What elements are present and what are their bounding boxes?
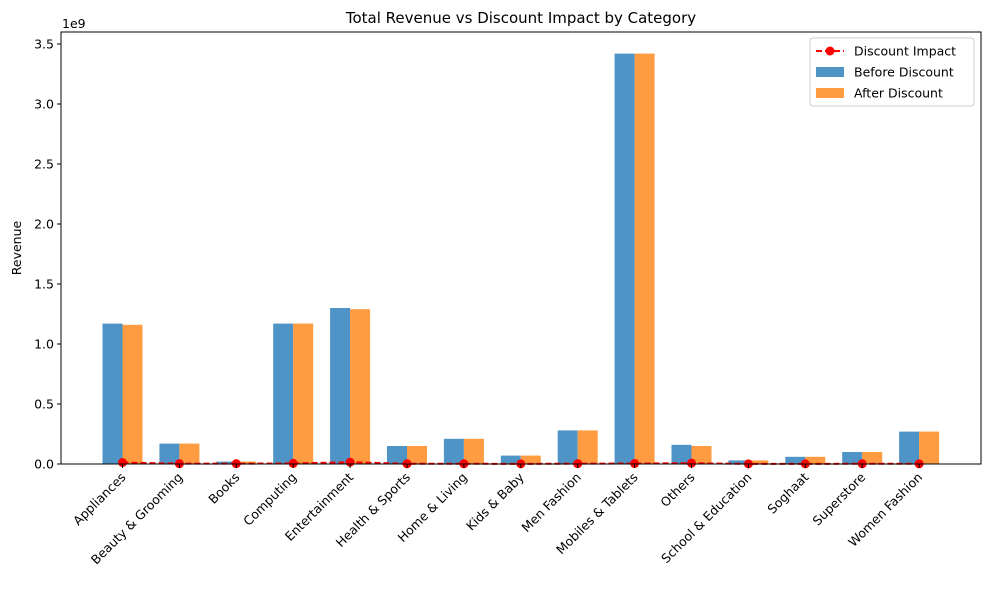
legend-label: Before Discount	[854, 65, 954, 80]
bar-before-discount	[899, 431, 920, 464]
legend-frame	[809, 37, 975, 107]
bar-before-discount	[102, 323, 123, 464]
discount-impact-point	[687, 458, 696, 468]
bar-before-discount	[785, 456, 806, 464]
bars-layer	[102, 53, 940, 464]
legend-swatch-marker	[825, 46, 835, 56]
bar-after-discount	[407, 446, 427, 464]
bar-before-discount	[728, 460, 749, 464]
x-tick-label: Others	[657, 470, 697, 510]
bar-after-discount	[122, 324, 143, 464]
y-axis-ticks: 0.0 0.5 1.0 1.5 2.0 2.5 3.0 3.5	[34, 37, 61, 472]
bar-after-discount	[748, 460, 769, 464]
y-offset-label: 1e9	[62, 16, 86, 31]
x-tick-label: Soghaat	[764, 469, 811, 516]
y-tick-label: 1.0	[34, 337, 54, 352]
x-tick-label: Books	[205, 470, 242, 507]
bar-after-discount	[236, 461, 257, 464]
bar-before-discount	[330, 308, 351, 464]
plot-frame	[60, 31, 982, 465]
bar-before-discount	[273, 323, 294, 464]
legend-label: After Discount	[854, 86, 943, 101]
y-tick-label: 2.5	[34, 157, 54, 172]
bar-before-discount	[671, 444, 692, 464]
discount-impact-point	[288, 458, 298, 468]
bar-before-discount	[443, 438, 464, 464]
bar-after-discount	[293, 323, 314, 464]
bar-after-discount	[919, 431, 940, 464]
y-tick-label: 0.5	[34, 397, 54, 412]
y-tick-label: 2.0	[34, 217, 54, 232]
bar-after-discount	[634, 53, 655, 464]
x-tick-label: Computing	[240, 470, 299, 529]
legend-swatch-box	[816, 88, 844, 98]
bar-after-discount	[805, 456, 826, 464]
bar-after-discount	[691, 446, 712, 464]
bar-after-discount	[577, 430, 598, 464]
bar-after-discount	[862, 452, 883, 464]
bar-after-discount	[179, 443, 200, 464]
bar-before-discount	[159, 443, 180, 464]
bar-after-discount	[463, 438, 484, 464]
y-axis-label: Revenue	[9, 220, 24, 275]
bar-before-discount	[500, 455, 521, 464]
x-tick-label: Superstore	[809, 469, 868, 528]
legend-label: Discount Impact	[854, 44, 956, 59]
bar-after-discount	[520, 455, 541, 464]
bar-after-discount	[350, 309, 371, 464]
y-tick-label: 0.0	[34, 457, 54, 472]
bar-before-discount	[614, 53, 635, 464]
y-tick-label: 3.5	[34, 37, 54, 52]
y-tick-label: 3.0	[34, 97, 54, 112]
bar-before-discount	[842, 452, 863, 464]
bar-before-discount	[557, 430, 578, 464]
x-tick-label: Appliances	[70, 470, 129, 529]
discount-impact-point	[118, 458, 127, 468]
bar-before-discount	[387, 446, 407, 464]
y-tick-label: 1.5	[34, 277, 54, 292]
chart-title: Total Revenue vs Discount Impact by Cate…	[345, 9, 696, 27]
legend-swatch-box	[816, 67, 844, 77]
legend: Discount Impact Before Discount After Disc…	[809, 37, 975, 107]
